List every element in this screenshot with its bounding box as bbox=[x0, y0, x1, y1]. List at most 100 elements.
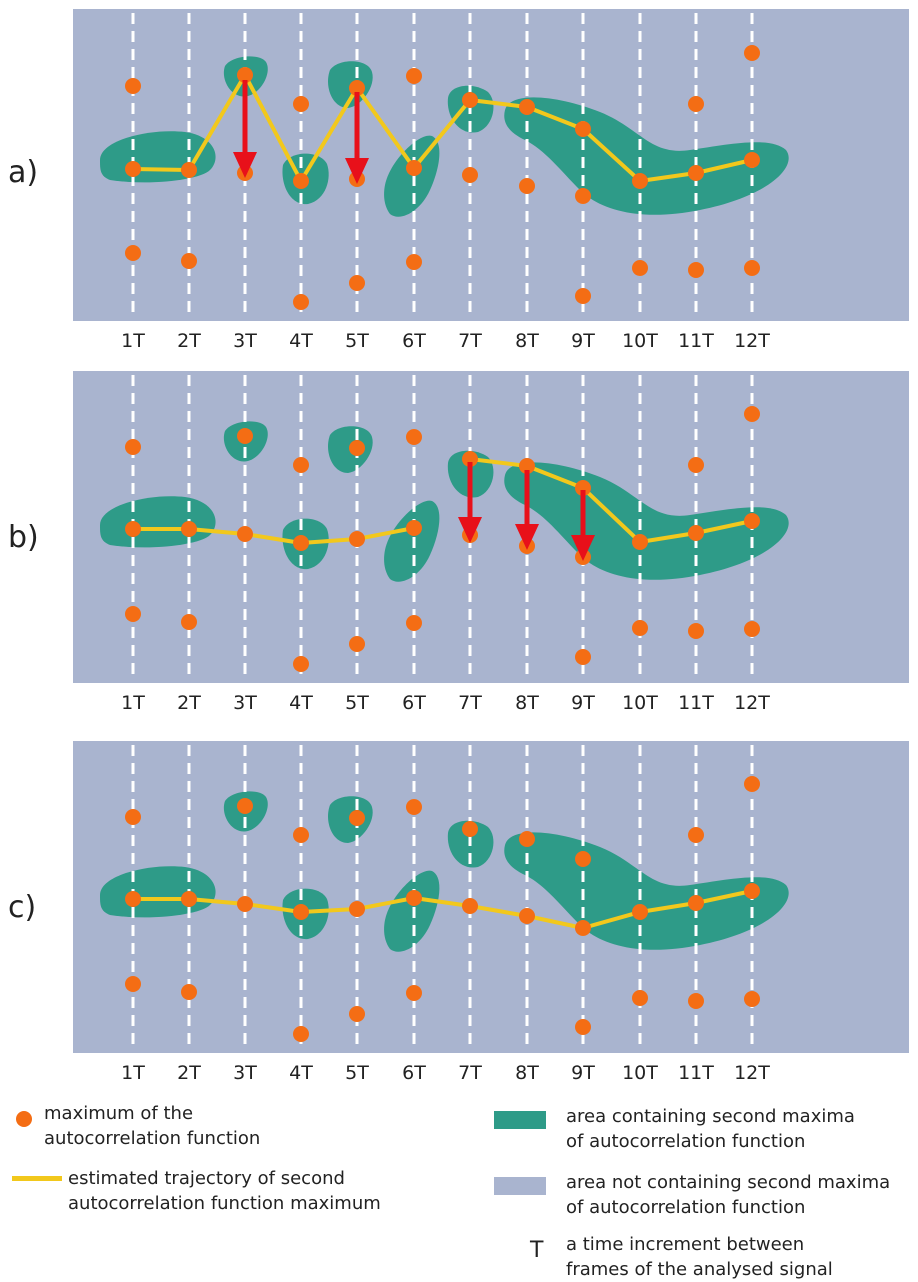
maximum-point bbox=[632, 904, 648, 920]
time-label-6: 6T bbox=[402, 1062, 426, 1084]
maximum-point bbox=[293, 96, 309, 112]
legend-trajectory-text: estimated trajectory of second autocorre… bbox=[68, 1168, 381, 1214]
maximum-point bbox=[575, 649, 591, 665]
time-label-4: 4T bbox=[289, 1062, 313, 1084]
time-label-12: 12T bbox=[734, 330, 770, 352]
maximum-point bbox=[406, 520, 422, 536]
maximum-point bbox=[462, 451, 478, 467]
maximum-point bbox=[688, 525, 704, 541]
shift-arrow-head bbox=[515, 524, 539, 550]
maximum-point bbox=[125, 78, 141, 94]
maximum-point bbox=[406, 68, 422, 84]
time-label-3: 3T bbox=[233, 330, 257, 352]
time-label-1: 1T bbox=[121, 692, 145, 714]
maximum-point bbox=[125, 606, 141, 622]
maxima-area bbox=[384, 870, 440, 952]
legend-t-desc: a time increment between frames of the a… bbox=[566, 1234, 833, 1280]
time-label-8: 8T bbox=[515, 1062, 539, 1084]
maximum-point bbox=[462, 92, 478, 108]
panel-c-diagram: 1T 2T 3T 4T 5T 6T 7T 8T 9T 10T 11T 12T bbox=[73, 741, 909, 1084]
maximum-point bbox=[125, 439, 141, 455]
maximum-point bbox=[744, 152, 760, 168]
maximum-point bbox=[575, 188, 591, 204]
maxima-area bbox=[504, 462, 789, 580]
time-label-3: 3T bbox=[233, 1062, 257, 1084]
time-label-11: 11T bbox=[678, 1062, 714, 1084]
no-maxima-area-legend-icon bbox=[494, 1177, 546, 1195]
maximum-point bbox=[406, 429, 422, 445]
time-label-4: 4T bbox=[289, 692, 313, 714]
time-label-1: 1T bbox=[121, 330, 145, 352]
maximum-point-legend-icon bbox=[16, 1111, 32, 1127]
legend-t-symbol: T bbox=[530, 1238, 544, 1263]
maximum-point bbox=[125, 245, 141, 261]
maximum-point bbox=[688, 623, 704, 639]
maximum-point bbox=[462, 821, 478, 837]
maximum-point bbox=[462, 898, 478, 914]
time-label-10: 10T bbox=[622, 330, 658, 352]
maximum-point bbox=[744, 513, 760, 529]
maximum-point bbox=[349, 275, 365, 291]
time-label-8: 8T bbox=[515, 330, 539, 352]
time-label-5: 5T bbox=[345, 692, 369, 714]
maximum-point bbox=[293, 457, 309, 473]
maximum-point bbox=[181, 521, 197, 537]
maximum-point bbox=[519, 458, 535, 474]
maximum-point bbox=[462, 167, 478, 183]
time-label-12: 12T bbox=[734, 692, 770, 714]
maximum-point bbox=[406, 254, 422, 270]
maximum-point bbox=[744, 776, 760, 792]
maximum-point bbox=[293, 294, 309, 310]
maximum-point bbox=[293, 1026, 309, 1042]
time-label-9: 9T bbox=[571, 692, 595, 714]
maximum-point bbox=[575, 480, 591, 496]
time-label-2: 2T bbox=[177, 692, 201, 714]
maximum-point bbox=[406, 890, 422, 906]
maximum-point bbox=[688, 827, 704, 843]
maximum-point bbox=[744, 260, 760, 276]
time-label-7: 7T bbox=[458, 1062, 482, 1084]
maximum-point bbox=[406, 160, 422, 176]
panel-label-a: a) bbox=[8, 155, 39, 190]
time-label-5: 5T bbox=[345, 330, 369, 352]
maximum-point bbox=[349, 440, 365, 456]
maximum-point bbox=[632, 260, 648, 276]
time-label-2: 2T bbox=[177, 330, 201, 352]
maximum-point bbox=[688, 96, 704, 112]
maximum-point bbox=[519, 178, 535, 194]
shift-arrow-head bbox=[233, 152, 257, 178]
maximum-point bbox=[406, 985, 422, 1001]
time-label-8: 8T bbox=[515, 692, 539, 714]
maxima-area-legend-icon bbox=[494, 1111, 546, 1129]
time-label-4: 4T bbox=[289, 330, 313, 352]
maximum-point bbox=[293, 827, 309, 843]
legend-area-without-text: area not containing second maxima of aut… bbox=[566, 1172, 891, 1218]
maximum-point bbox=[181, 253, 197, 269]
trajectory-legend-icon bbox=[12, 1176, 62, 1181]
maxima-area bbox=[384, 500, 440, 582]
maxima-area bbox=[504, 832, 789, 950]
maximum-point bbox=[125, 521, 141, 537]
maximum-point bbox=[575, 288, 591, 304]
maximum-point bbox=[237, 67, 253, 83]
panel-label-c: c) bbox=[8, 890, 37, 925]
maximum-point bbox=[293, 904, 309, 920]
maximum-point bbox=[125, 161, 141, 177]
maximum-point bbox=[632, 620, 648, 636]
maximum-point bbox=[237, 428, 253, 444]
maximum-point bbox=[349, 80, 365, 96]
maximum-point bbox=[349, 531, 365, 547]
time-label-10: 10T bbox=[622, 1062, 658, 1084]
maximum-point bbox=[744, 406, 760, 422]
trajectory-line bbox=[469, 457, 753, 544]
time-label-3: 3T bbox=[233, 692, 257, 714]
maximum-point bbox=[575, 121, 591, 137]
trajectory-line bbox=[132, 73, 753, 183]
maximum-point bbox=[181, 614, 197, 630]
time-label-11: 11T bbox=[678, 692, 714, 714]
trajectory-line bbox=[133, 526, 415, 545]
maximum-point bbox=[744, 621, 760, 637]
time-label-10: 10T bbox=[622, 692, 658, 714]
maximum-point bbox=[181, 891, 197, 907]
maximum-point bbox=[237, 526, 253, 542]
